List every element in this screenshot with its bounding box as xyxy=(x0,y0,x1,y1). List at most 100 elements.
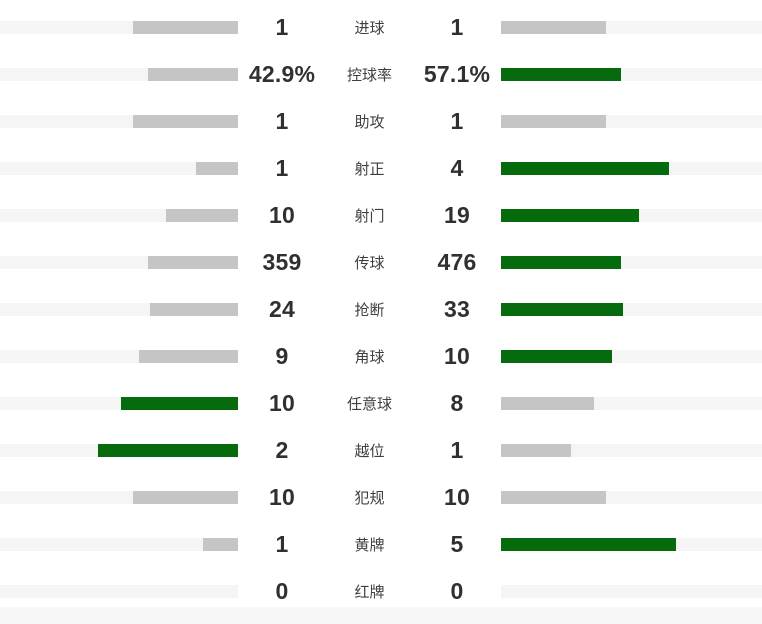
left-team-bar-track xyxy=(0,302,238,316)
right-team-bar-track xyxy=(501,584,762,598)
left-team-bar xyxy=(133,114,238,128)
left-team-value: 1 xyxy=(275,530,289,557)
stat-row-center: 24 抢断 33 xyxy=(238,296,501,323)
stat-row-center: 1 黄牌 5 xyxy=(238,531,501,558)
left-team-value: 9 xyxy=(275,342,289,369)
left-team-bar-track xyxy=(0,161,238,175)
stat-row: 1 射正 4 xyxy=(0,145,762,192)
stat-row: 1 助攻 1 xyxy=(0,98,762,145)
stat-row: 359 传球 476 xyxy=(0,239,762,286)
left-team-bar xyxy=(133,490,238,504)
left-team-bar xyxy=(147,255,238,269)
left-team-bar-track xyxy=(0,349,238,363)
right-team-bar-track xyxy=(501,443,762,457)
right-team-bar xyxy=(501,20,606,34)
left-team-bar-track xyxy=(0,537,238,551)
left-team-bar xyxy=(147,67,238,81)
left-team-bar xyxy=(133,20,238,34)
right-team-bar-track xyxy=(501,161,762,175)
stat-label: 红牌 xyxy=(354,583,385,601)
stat-row: 1 进球 1 xyxy=(0,4,762,51)
right-team-bar xyxy=(501,537,676,551)
right-team-value: 476 xyxy=(437,248,477,275)
stat-row: 1 黄牌 5 xyxy=(0,521,762,568)
right-team-bar-track xyxy=(501,255,762,269)
right-team-bar xyxy=(501,349,612,363)
left-team-bar-track xyxy=(0,255,238,269)
stat-label: 抢断 xyxy=(354,301,385,319)
left-team-bar xyxy=(149,302,238,316)
right-team-bar xyxy=(501,302,623,316)
left-team-value: 24 xyxy=(269,295,295,322)
left-team-bar xyxy=(98,443,238,457)
right-team-value: 10 xyxy=(444,483,470,510)
right-team-bar xyxy=(501,490,606,504)
right-team-value: 19 xyxy=(444,201,470,228)
stat-row-center: 10 犯规 10 xyxy=(238,484,501,511)
right-team-bar xyxy=(501,208,639,222)
right-team-value: 33 xyxy=(444,295,470,322)
right-team-value: 1 xyxy=(450,436,464,463)
left-team-bar xyxy=(165,208,238,222)
right-team-bar xyxy=(501,161,669,175)
right-team-value: 5 xyxy=(450,530,464,557)
stat-row: 10 射门 19 xyxy=(0,192,762,239)
right-team-value: 8 xyxy=(450,389,464,416)
left-team-bar xyxy=(203,537,238,551)
stat-row-center: 10 任意球 8 xyxy=(238,390,501,417)
stat-label: 射正 xyxy=(354,160,385,178)
stat-label: 犯规 xyxy=(354,489,385,507)
stat-row: 10 任意球 8 xyxy=(0,380,762,427)
left-team-value: 10 xyxy=(269,483,295,510)
stat-label: 角球 xyxy=(354,348,385,366)
stat-label: 射门 xyxy=(354,207,385,225)
stat-row: 42.9% 控球率 57.1% xyxy=(0,51,762,98)
left-team-bar-track xyxy=(0,490,238,504)
footer-strip xyxy=(0,607,762,624)
right-team-bar xyxy=(501,396,595,410)
stat-row-center: 9 角球 10 xyxy=(238,343,501,370)
right-team-value: 10 xyxy=(444,342,470,369)
left-team-value: 1 xyxy=(275,107,289,134)
stat-row: 10 犯规 10 xyxy=(0,474,762,521)
stat-label: 任意球 xyxy=(346,395,392,413)
stat-label: 传球 xyxy=(354,254,385,272)
right-team-bar xyxy=(501,67,621,81)
left-team-value: 10 xyxy=(269,389,295,416)
right-team-value: 1 xyxy=(450,107,464,134)
stat-label: 黄牌 xyxy=(354,536,385,554)
stat-row: 2 越位 1 xyxy=(0,427,762,474)
left-team-bar-track xyxy=(0,67,238,81)
stat-row-center: 1 射正 4 xyxy=(238,155,501,182)
left-team-value: 1 xyxy=(275,13,289,40)
stat-row-center: 42.9% 控球率 57.1% xyxy=(238,61,501,88)
stat-row: 24 抢断 33 xyxy=(0,286,762,333)
right-team-bar xyxy=(501,114,606,128)
left-team-bar-track xyxy=(0,443,238,457)
right-team-bar-track xyxy=(501,67,762,81)
stat-row: 0 红牌 0 xyxy=(0,568,762,615)
stat-row: 9 角球 10 xyxy=(0,333,762,380)
left-team-bar-track xyxy=(0,208,238,222)
right-team-bar xyxy=(501,443,571,457)
stat-row-center: 0 红牌 0 xyxy=(238,578,501,605)
right-team-value: 0 xyxy=(450,577,464,604)
right-team-bar-track xyxy=(501,537,762,551)
stats-table: 1 进球 1 42.9% 控球率 57.1% 1 助攻 1 1 射正 4 10 射门 19 359 传球 476 2… xyxy=(0,4,762,615)
stat-label: 越位 xyxy=(354,442,385,460)
stat-row-center: 1 助攻 1 xyxy=(238,108,501,135)
left-team-bar-track xyxy=(0,20,238,34)
stat-row-center: 1 进球 1 xyxy=(238,14,501,41)
stat-label: 控球率 xyxy=(346,66,392,84)
right-team-bar-track xyxy=(501,349,762,363)
right-team-value: 57.1% xyxy=(423,60,491,87)
left-team-value: 1 xyxy=(275,154,289,181)
right-team-bar-track xyxy=(501,20,762,34)
stat-label: 助攻 xyxy=(354,113,385,131)
right-team-bar-track xyxy=(501,114,762,128)
left-team-value: 2 xyxy=(275,436,289,463)
stat-row-center: 10 射门 19 xyxy=(238,202,501,229)
left-team-bar-track xyxy=(0,396,238,410)
left-team-value: 42.9% xyxy=(248,60,316,87)
